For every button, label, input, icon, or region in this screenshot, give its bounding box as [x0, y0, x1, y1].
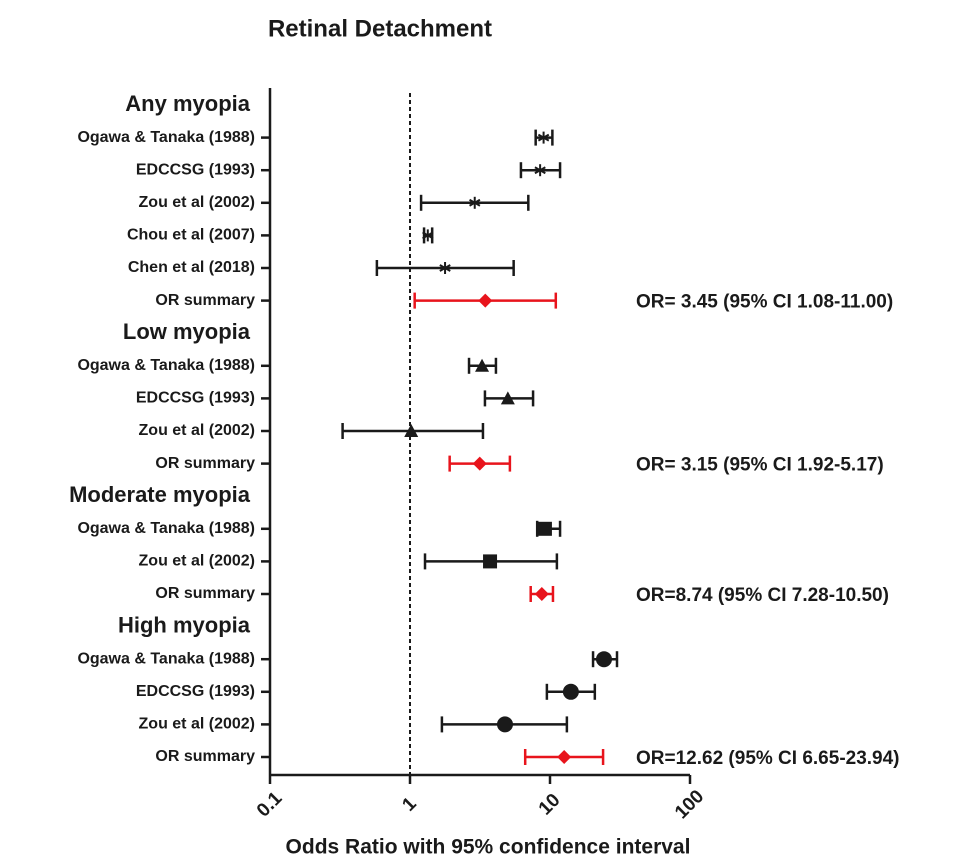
summary-text: OR=8.74 (95% CI 7.28-10.50)	[636, 585, 889, 606]
point-marker	[534, 164, 546, 177]
point-marker	[469, 196, 481, 209]
row-label: Ogawa & Tanaka (1988)	[77, 129, 255, 146]
point-marker	[422, 229, 434, 242]
summary-text: OR=12.62 (95% CI 6.65-23.94)	[636, 748, 900, 769]
row-label: OR summary	[155, 748, 255, 765]
point-marker	[534, 587, 549, 601]
chart-title: Retinal Detachment	[268, 15, 492, 42]
asterisk-stroke	[439, 264, 451, 272]
point-marker	[595, 651, 612, 668]
point-marker	[537, 521, 552, 536]
row-label: Ogawa & Tanaka (1988)	[77, 520, 255, 537]
point-marker	[496, 716, 513, 733]
group-label: Moderate myopia	[69, 482, 251, 507]
row-label: Chen et al (2018)	[128, 259, 255, 276]
point-marker	[475, 358, 490, 372]
row-label: OR summary	[155, 292, 255, 309]
row-label: EDCCSG (1993)	[136, 161, 255, 178]
asterisk-stroke	[469, 198, 481, 207]
point-marker	[483, 554, 498, 569]
group-label: Any myopia	[125, 91, 250, 116]
point-marker	[562, 683, 579, 700]
point-marker	[439, 262, 451, 274]
summary-text: OR= 3.45 (95% CI 1.08-11.00)	[636, 292, 893, 313]
point-marker	[478, 293, 493, 308]
row-label: Ogawa & Tanaka (1988)	[77, 650, 255, 667]
x-tick-label: 1	[398, 793, 421, 816]
row-label: Zou et al (2002)	[139, 553, 255, 570]
group-label: High myopia	[118, 612, 251, 637]
row-label: Chou et al (2007)	[127, 227, 255, 244]
row-label: Zou et al (2002)	[139, 716, 255, 733]
row-label: OR summary	[155, 455, 255, 472]
x-tick-label: 0.1	[253, 788, 287, 822]
row-label: Ogawa & Tanaka (1988)	[77, 357, 255, 374]
row-label: EDCCSG (1993)	[136, 390, 255, 407]
group-label: Low myopia	[123, 319, 251, 344]
x-tick-label: 100	[671, 786, 708, 823]
asterisk-stroke	[422, 231, 434, 240]
point-marker	[557, 750, 572, 764]
summary-text: OR= 3.15 (95% CI 1.92-5.17)	[636, 455, 884, 476]
row-label: EDCCSG (1993)	[136, 683, 255, 700]
row-label: Zou et al (2002)	[139, 194, 255, 211]
point-marker	[537, 131, 550, 144]
x-axis-label: Odds Ratio with 95% confidence interval	[286, 836, 691, 859]
point-marker	[404, 424, 419, 437]
row-label: OR summary	[155, 585, 255, 602]
x-tick-label: 10	[535, 790, 565, 820]
point-marker	[500, 391, 515, 405]
point-marker	[472, 456, 487, 471]
asterisk-stroke	[537, 133, 550, 142]
row-label: Zou et al (2002)	[139, 422, 255, 439]
asterisk-stroke	[534, 166, 546, 175]
